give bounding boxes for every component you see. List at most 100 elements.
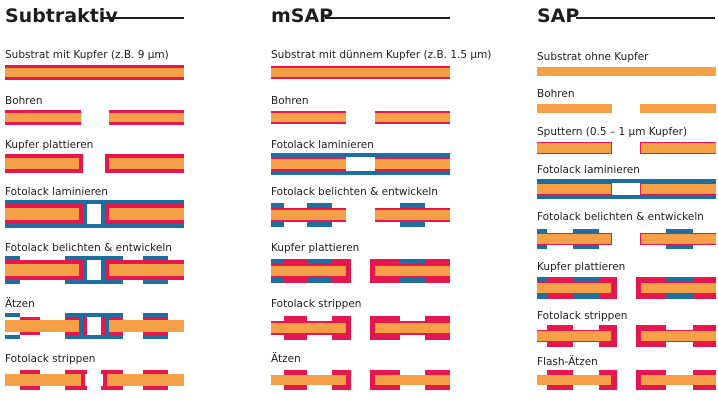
substrate-layer bbox=[109, 264, 184, 276]
photoresist-layer bbox=[65, 256, 123, 260]
copper-layer bbox=[425, 335, 450, 340]
copper-layer bbox=[693, 277, 716, 282]
photoresist-layer bbox=[400, 222, 425, 227]
copper-layer bbox=[370, 316, 400, 321]
step-label-sap-8: Flash-Ätzen bbox=[537, 356, 598, 368]
photoresist-layer bbox=[83, 256, 87, 284]
step-label-msap-1: Substrat mit dünnem Kupfer (z.B. 1.5 µm) bbox=[271, 49, 492, 61]
copper-layer bbox=[101, 386, 123, 390]
photoresist-layer bbox=[666, 229, 693, 233]
substrate-layer bbox=[5, 208, 79, 220]
substrate-layer bbox=[5, 264, 79, 276]
step-label-sap-7: Fotolack strippen bbox=[537, 310, 628, 322]
copper-layer bbox=[636, 325, 666, 330]
photoresist-layer bbox=[105, 313, 109, 339]
copper-layer bbox=[332, 335, 351, 340]
substrate-layer bbox=[375, 266, 450, 276]
photoresist-layer bbox=[573, 245, 599, 249]
substrate-layer bbox=[103, 320, 184, 332]
copper-layer bbox=[143, 386, 168, 390]
copper-layer bbox=[101, 332, 123, 335]
copper-layer bbox=[346, 375, 351, 385]
substrate-layer bbox=[641, 283, 716, 293]
drill-hole bbox=[87, 204, 101, 224]
step-label-msap-2: Bohren bbox=[271, 95, 309, 107]
copper-layer bbox=[636, 385, 666, 390]
substrate-layer bbox=[375, 210, 450, 220]
copper-layer bbox=[370, 370, 400, 375]
substrate-layer bbox=[271, 266, 346, 276]
photoresist-layer bbox=[537, 294, 547, 299]
subtraktiv-step7-stack bbox=[5, 370, 184, 390]
subtraktiv-step6-stack bbox=[5, 313, 184, 339]
title-rule-sap bbox=[576, 17, 715, 19]
substrate-layer bbox=[271, 113, 346, 122]
copper-layer bbox=[636, 294, 666, 299]
copper-layer bbox=[693, 294, 716, 299]
subtraktiv-illustrations bbox=[5, 65, 184, 390]
copper-layer bbox=[425, 259, 450, 264]
copper-layer bbox=[143, 317, 168, 320]
copper-layer bbox=[332, 370, 351, 375]
title-rule-msap bbox=[325, 17, 450, 19]
photoresist-layer bbox=[143, 256, 168, 260]
step-label-subtraktiv-5: Fotolack belichten & entwickeln bbox=[5, 242, 172, 254]
photoresist-layer bbox=[271, 278, 284, 283]
column-title-msap: mSAP bbox=[271, 5, 334, 27]
photoresist-layer bbox=[537, 277, 547, 282]
photoresist-layer bbox=[143, 335, 168, 339]
substrate-layer bbox=[641, 234, 716, 244]
photoresist-layer bbox=[400, 259, 425, 264]
copper-layer bbox=[599, 277, 617, 282]
copper-layer bbox=[547, 385, 573, 390]
sap-illustrations bbox=[537, 67, 716, 390]
drill-hole bbox=[346, 157, 375, 171]
msap-step5-stack bbox=[271, 259, 450, 283]
copper-layer bbox=[284, 259, 307, 264]
sap-step5-stack bbox=[537, 229, 716, 249]
photoresist-layer bbox=[400, 203, 425, 208]
substrate-layer bbox=[537, 143, 611, 153]
photoresist-layer bbox=[666, 294, 693, 299]
copper-layer bbox=[332, 385, 351, 390]
copper-layer bbox=[636, 370, 666, 375]
substrate-layer bbox=[109, 158, 184, 169]
photoresist-layer bbox=[5, 256, 20, 260]
subtraktiv-step2-stack bbox=[5, 110, 184, 125]
copper-layer bbox=[693, 325, 716, 330]
subtraktiv-step4-stack bbox=[5, 200, 184, 228]
copper-layer bbox=[20, 370, 40, 374]
photoresist-layer bbox=[666, 245, 693, 249]
substrate-layer bbox=[537, 234, 611, 244]
substrate-layer bbox=[641, 184, 716, 194]
copper-layer bbox=[599, 342, 617, 347]
step-label-subtraktiv-6: Ätzen bbox=[5, 298, 35, 310]
photoresist-layer bbox=[307, 259, 332, 264]
copper-layer bbox=[547, 325, 573, 330]
photoresist-layer bbox=[307, 203, 332, 208]
substrate-layer bbox=[5, 158, 79, 169]
copper-layer bbox=[693, 385, 716, 390]
copper-layer bbox=[370, 385, 400, 390]
step-label-sap-5: Fotolack belichten & entwickeln bbox=[537, 211, 704, 223]
photoresist-layer bbox=[271, 259, 284, 264]
sap-step4-stack bbox=[537, 179, 716, 199]
photoresist-layer bbox=[79, 313, 83, 339]
sap-step7-stack bbox=[537, 325, 716, 347]
copper-layer bbox=[101, 317, 123, 320]
copper-layer bbox=[547, 370, 573, 375]
photoresist-layer bbox=[400, 278, 425, 283]
photoresist-layer bbox=[666, 277, 693, 282]
copper-layer bbox=[332, 259, 351, 264]
copper-layer bbox=[425, 316, 450, 321]
subtraktiv-step1-stack bbox=[5, 65, 184, 80]
title-rule-subtraktiv bbox=[101, 17, 184, 19]
msap-illustrations bbox=[271, 66, 450, 390]
step-label-sap-1: Substrat ohne Kupfer bbox=[537, 51, 649, 63]
copper-layer bbox=[65, 332, 87, 335]
sap-step2-stack bbox=[537, 104, 716, 113]
photoresist-layer bbox=[101, 256, 105, 284]
copper-layer bbox=[83, 317, 87, 335]
copper-layer bbox=[284, 385, 307, 390]
substrate-layer bbox=[271, 323, 346, 333]
